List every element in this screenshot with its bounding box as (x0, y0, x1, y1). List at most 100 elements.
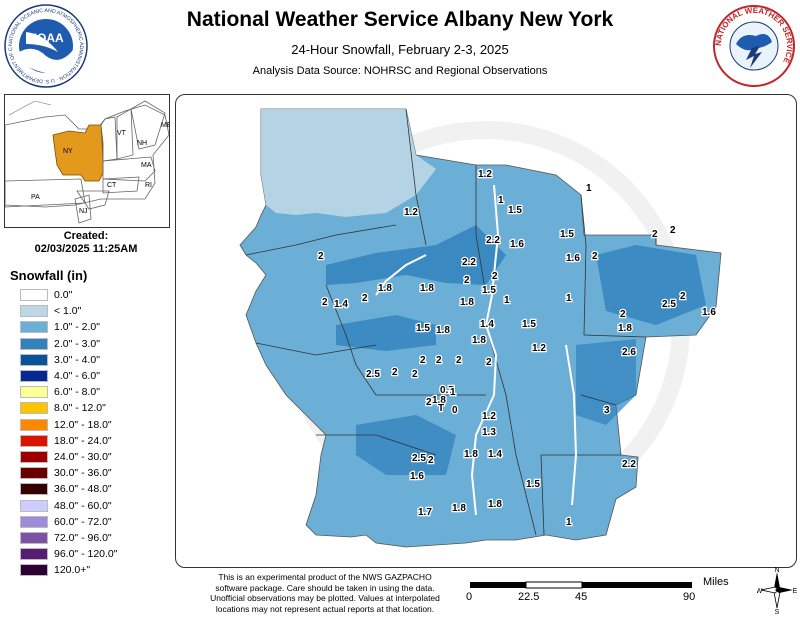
legend-row: 72.0" - 96.0" (20, 530, 118, 546)
legend-row: 3.0" - 4.0" (20, 352, 118, 368)
snowfall-observation: 1.5 (522, 319, 536, 330)
legend-label: < 1.0" (54, 305, 82, 318)
snowfall-observation: 3 (604, 405, 610, 416)
legend-label: 24.0" - 30.0" (54, 450, 112, 463)
snowfall-observation: 1.8 (488, 499, 502, 510)
compass-n: N (774, 567, 779, 574)
snowfall-observation: 2 (592, 251, 598, 262)
legend-swatch (20, 515, 48, 528)
snowfall-observation: 1.5 (526, 479, 540, 490)
snowfall-observation: 2 (392, 367, 398, 378)
legend-row: 1.0" - 2.0" (20, 319, 118, 335)
snowfall-map: 1.2 1 1 1.5 1.2 2.2 1.6 1.5 2 1.6 2 2.2 2 2 1.8 1.8 1.5 2… (175, 94, 797, 568)
rivers (375, 184, 578, 516)
legend-row: 48.0" - 60.0" (20, 497, 118, 513)
legend-row: 2.0" - 3.0" (20, 336, 118, 352)
snowfall-observation: 2 (492, 271, 498, 282)
region-dark-3 (596, 245, 706, 325)
compass-w: W (757, 588, 763, 595)
legend-swatch (20, 321, 48, 334)
snowfall-observation: 1 (498, 195, 504, 206)
snowfall-observation: 2 (412, 369, 418, 380)
region-dark-1 (326, 225, 506, 285)
snowfall-observation: T (438, 403, 444, 414)
legend-swatch (20, 548, 48, 561)
legend-swatch (20, 434, 48, 447)
snowfall-observation: 1 (566, 293, 572, 304)
snowfall-observation: 2 (670, 225, 676, 236)
disclaimer: This is an experimental product of the N… (205, 572, 445, 614)
inset-label-pa: PA (31, 194, 40, 201)
snowfall-observation: 2 (620, 309, 626, 320)
snowfall-observation: 1.4 (480, 319, 494, 330)
legend-label: 4.0" - 6.0" (54, 370, 100, 383)
snowfall-observation: 1 (586, 183, 592, 194)
disclaimer-line-2: Unofficial observations may be plotted. … (210, 593, 440, 614)
inset-label-ct: CT (107, 182, 117, 189)
snowfall-observation: 2 (464, 275, 470, 286)
snowfall-observation: 2 (426, 397, 432, 408)
legend-row: 24.0" - 30.0" (20, 449, 118, 465)
snowfall-observation: 1.6 (702, 307, 716, 318)
snowfall-observation: 1.5 (416, 323, 430, 334)
inset-label-ri: RI (145, 182, 152, 189)
legend-row: 120.0+" (20, 562, 118, 578)
snowfall-observation: 1.8 (472, 335, 486, 346)
legend-label: 1.0" - 2.0" (54, 321, 100, 334)
snowfall-observation: 0 (452, 405, 458, 416)
legend-label: 6.0" - 8.0" (54, 386, 100, 399)
legend-label: 12.0" - 18.0" (54, 418, 112, 431)
scale-tick-22-5: 22.5 (518, 591, 540, 603)
snowfall-observation: 1.5 (560, 229, 574, 240)
legend-row: 8.0" - 12.0" (20, 400, 118, 416)
snowfall-observation: 1.6 (566, 253, 580, 264)
snowfall-observation: 2 (680, 291, 686, 302)
snowfall-observation: 2.2 (462, 257, 476, 268)
snowfall-observation: 2.5 (366, 369, 380, 380)
legend-row: 12.0" - 18.0" (20, 417, 118, 433)
snowfall-observation: 1.8 (618, 323, 632, 334)
region-dark-5 (576, 339, 636, 425)
compass-rose: N S E W (756, 566, 798, 616)
legend-row: 96.0" - 120.0" (20, 546, 118, 562)
created-label: Created: (63, 230, 109, 242)
snowfall-observation: 2 (322, 297, 328, 308)
legend-swatch (20, 386, 48, 399)
legend-row: < 1.0" (20, 303, 118, 319)
legend-label: 48.0" - 60.0" (54, 499, 112, 512)
legend-row: 6.0" - 8.0" (20, 384, 118, 400)
legend-swatch (20, 450, 48, 463)
snowfall-observation: 1.5 (482, 285, 496, 296)
legend-swatch (20, 305, 48, 318)
scale-bar (470, 578, 692, 598)
legend-title: Snowfall (in) (10, 268, 88, 283)
legend-swatch (20, 353, 48, 366)
legend-label: 2.0" - 3.0" (54, 337, 100, 350)
snowfall-observation: 1.2 (482, 411, 496, 422)
snowfall-observation: 1 (566, 517, 572, 528)
snowfall-observation: 1 (504, 295, 510, 306)
nws-logo: NATIONAL WEATHER SERVICE (712, 4, 796, 88)
snowfall-observation: 2 (362, 293, 368, 304)
legend-swatch (20, 531, 48, 544)
snowfall-observation: 1.8 (432, 395, 446, 406)
snowfall-observation: 1.7 (418, 507, 432, 518)
snowfall-observation: 1.8 (464, 449, 478, 460)
page-title: National Weather Service Albany New York (186, 8, 614, 31)
created-block: Created: 02/03/2025 11:25AM (4, 230, 168, 256)
inset-label-ma: MA (141, 162, 152, 169)
snowfall-observation: 1.3 (482, 427, 496, 438)
snowfall-observation: 1.8 (436, 325, 450, 336)
data-source: Analysis Data Source: NOHRSC and Regiona… (252, 65, 548, 77)
legend-label: 3.0" - 4.0" (54, 353, 100, 366)
scale-tick-90: 90 (683, 591, 696, 603)
legend-swatch (20, 289, 48, 302)
snowfall-observation: 1.2 (404, 207, 418, 218)
snowfall-observation: 2 (420, 355, 426, 366)
scale-unit: Miles (703, 576, 729, 588)
legend-label: 36.0" - 48.0" (54, 483, 112, 496)
legend-label: 8.0" - 12.0" (54, 402, 106, 415)
region-dark-2 (336, 315, 436, 351)
legend-row: 60.0" - 72.0" (20, 514, 118, 530)
snowfall-observation: 2.2 (486, 235, 500, 246)
